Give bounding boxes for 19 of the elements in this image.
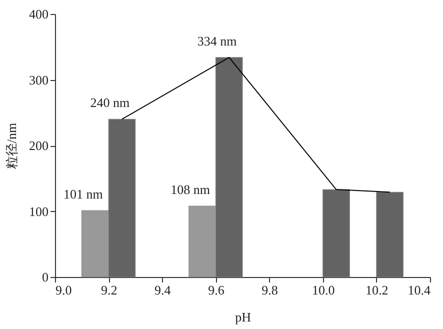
y-tick-label: 0 — [42, 270, 48, 284]
data-label: 240 nm — [90, 95, 130, 110]
x-axis-title: pH — [235, 310, 251, 324]
data-label: 101 nm — [63, 186, 103, 202]
x-tick-label: 9.8 — [262, 282, 278, 298]
x-tick-label: 9.0 — [56, 282, 72, 298]
x-tick-label: 10.0 — [312, 282, 335, 298]
y-tick-label: 400 — [29, 6, 48, 22]
x-tick-label: 9.4 — [154, 282, 172, 298]
x-tick-label: 9.6 — [208, 282, 225, 298]
x-tick-label: 10.2 — [366, 282, 388, 298]
x-tick-label: 10.4 — [408, 282, 431, 298]
data-label: 334 nm — [197, 33, 237, 48]
y-tick-label: 100 — [29, 204, 48, 219]
y-axis-title: 粒径/nm — [4, 122, 19, 170]
data-label: 108 nm — [170, 182, 210, 197]
x-tick-label: 9.2 — [100, 282, 118, 298]
y-tick-label: 300 — [29, 72, 48, 88]
y-tick-label: 200 — [29, 138, 48, 153]
